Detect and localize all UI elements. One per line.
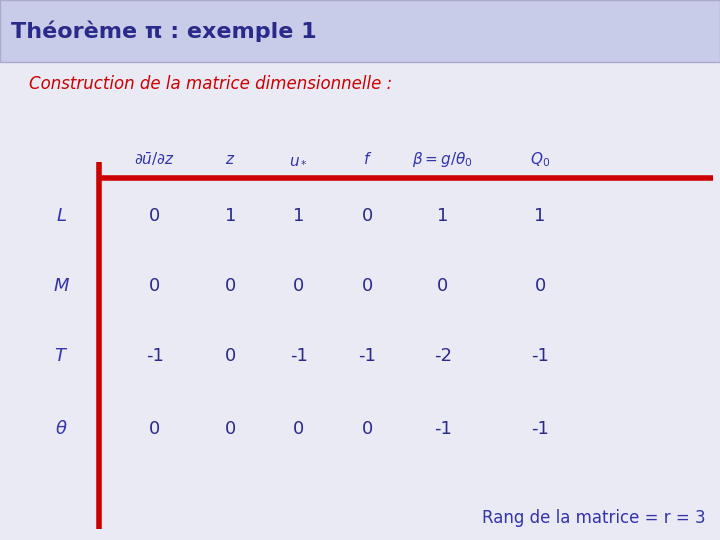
Text: -1: -1 <box>531 347 549 366</box>
FancyBboxPatch shape <box>0 0 720 62</box>
Text: $\beta = g/\theta_0$: $\beta = g/\theta_0$ <box>413 150 473 169</box>
Text: 0: 0 <box>534 277 546 295</box>
Text: 0: 0 <box>225 420 236 438</box>
Text: 1: 1 <box>534 207 546 225</box>
Text: $u_*$: $u_*$ <box>289 152 308 167</box>
Text: Rang de la matrice = r = 3: Rang de la matrice = r = 3 <box>482 509 706 528</box>
Text: -1: -1 <box>359 347 376 366</box>
Text: $\theta$: $\theta$ <box>55 420 68 438</box>
Text: 1: 1 <box>225 207 236 225</box>
Text: Théorème π : exemple 1: Théorème π : exemple 1 <box>11 21 316 42</box>
Text: -1: -1 <box>290 347 307 366</box>
Text: -1: -1 <box>434 420 451 438</box>
Text: $z$: $z$ <box>225 152 235 167</box>
Text: 0: 0 <box>361 277 373 295</box>
Text: $M$: $M$ <box>53 277 70 295</box>
Text: $L$: $L$ <box>55 207 67 225</box>
Text: -2: -2 <box>433 347 452 366</box>
Text: -1: -1 <box>146 347 163 366</box>
Text: 1: 1 <box>293 207 305 225</box>
Text: 1: 1 <box>437 207 449 225</box>
Text: $f$: $f$ <box>363 151 372 167</box>
Text: 0: 0 <box>437 277 449 295</box>
Text: 0: 0 <box>225 277 236 295</box>
Text: 0: 0 <box>149 207 161 225</box>
Text: Construction de la matrice dimensionnelle :: Construction de la matrice dimensionnell… <box>29 75 392 93</box>
Text: $\partial\bar{u}/\partial z$: $\partial\bar{u}/\partial z$ <box>135 151 175 168</box>
Text: $Q_0$: $Q_0$ <box>530 150 550 168</box>
Text: 0: 0 <box>293 420 305 438</box>
Text: -1: -1 <box>531 420 549 438</box>
Text: 0: 0 <box>149 277 161 295</box>
Text: 0: 0 <box>149 420 161 438</box>
Text: 0: 0 <box>225 347 236 366</box>
Text: $T$: $T$ <box>54 347 68 366</box>
Text: 0: 0 <box>293 277 305 295</box>
Text: 0: 0 <box>361 420 373 438</box>
Text: 0: 0 <box>361 207 373 225</box>
